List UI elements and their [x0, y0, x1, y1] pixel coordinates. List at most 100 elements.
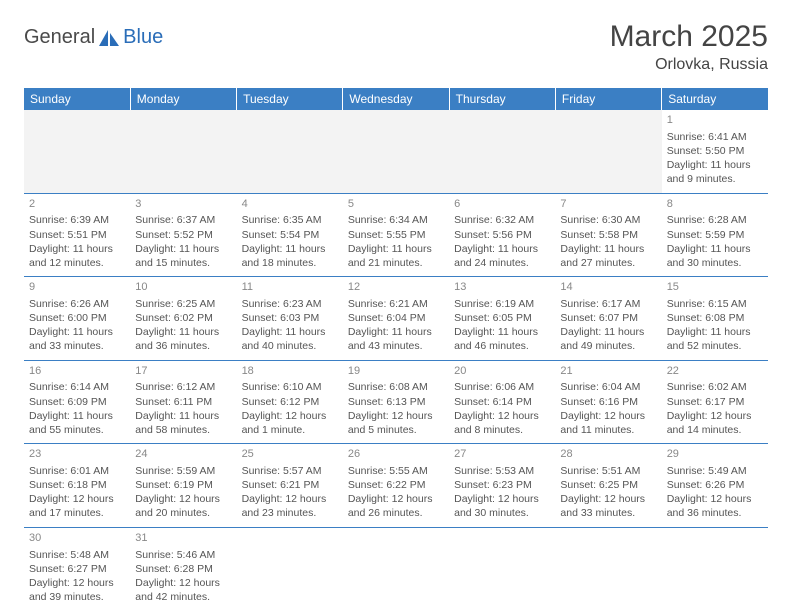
day-number: 30 — [29, 531, 125, 546]
calendar-head: SundayMondayTuesdayWednesdayThursdayFrid… — [24, 88, 768, 110]
calendar-cell: 3Sunrise: 6:37 AMSunset: 5:52 PMDaylight… — [130, 193, 236, 277]
day-number: 3 — [135, 197, 231, 212]
calendar-row: 30Sunrise: 5:48 AMSunset: 6:27 PMDayligh… — [24, 527, 768, 610]
sunrise-line: Sunrise: 6:34 AM — [348, 213, 444, 227]
calendar-row: 16Sunrise: 6:14 AMSunset: 6:09 PM Dayligh… — [24, 360, 768, 444]
day-number: 16 — [29, 364, 125, 379]
sunset-line: Sunset: 5:59 PM — [667, 228, 763, 242]
daylight-line: Daylight: 11 hours and 36 minutes. — [135, 325, 231, 353]
daylight-line: Daylight: 12 hours and 30 minutes. — [454, 492, 550, 520]
day-number: 31 — [135, 531, 231, 546]
calendar-cell: 12Sunrise: 6:21 AMSunset: 6:04 PMDayligh… — [343, 277, 449, 361]
sunrise-line: Sunrise: 6:01 AM — [29, 464, 125, 478]
daylight-line: Daylight: 11 hours and 27 minutes. — [560, 242, 656, 270]
daylight-line: Daylight: 12 hours and 39 minutes. — [29, 576, 125, 604]
daylight-line: Daylight: 11 hours and 30 minutes. — [667, 242, 763, 270]
weekday-header: Tuesday — [237, 88, 343, 110]
calendar-cell: 9Sunrise: 6:26 AMSunset: 6:00 PMDaylight… — [24, 277, 130, 361]
sunset-line: Sunset: 6:21 PM — [242, 478, 338, 492]
sunset-line: Sunset: 6:09 PM — [29, 395, 125, 409]
sunset-line: Sunset: 6:26 PM — [667, 478, 763, 492]
daylight-line: Daylight: 11 hours and 40 minutes. — [242, 325, 338, 353]
calendar-cell: 4Sunrise: 6:35 AMSunset: 5:54 PMDaylight… — [237, 193, 343, 277]
calendar-cell: 23Sunrise: 6:01 AMSunset: 6:18 PMDayligh… — [24, 444, 130, 528]
calendar-table: SundayMondayTuesdayWednesdayThursdayFrid… — [24, 88, 768, 610]
sunrise-line: Sunrise: 6:10 AM — [242, 380, 338, 394]
sunrise-line: Sunrise: 6:14 AM — [29, 380, 125, 394]
calendar-cell — [449, 110, 555, 193]
day-number: 21 — [560, 364, 656, 379]
sunrise-line: Sunrise: 5:51 AM — [560, 464, 656, 478]
daylight-line: Daylight: 11 hours and 21 minutes. — [348, 242, 444, 270]
sunset-line: Sunset: 6:02 PM — [135, 311, 231, 325]
day-number: 26 — [348, 447, 444, 462]
calendar-cell — [237, 110, 343, 193]
location: Orlovka, Russia — [610, 56, 768, 74]
weekday-header: Thursday — [449, 88, 555, 110]
logo: General Blue — [24, 26, 163, 49]
sunrise-line: Sunrise: 6:28 AM — [667, 213, 763, 227]
daylight-line: Daylight: 11 hours and 43 minutes. — [348, 325, 444, 353]
calendar-cell — [130, 110, 236, 193]
weekday-header: Saturday — [662, 88, 768, 110]
daylight-line: Daylight: 11 hours and 18 minutes. — [242, 242, 338, 270]
sunrise-line: Sunrise: 6:08 AM — [348, 380, 444, 394]
weekday-header: Friday — [555, 88, 661, 110]
daylight-line: Daylight: 12 hours and 36 minutes. — [667, 492, 763, 520]
sunset-line: Sunset: 6:00 PM — [29, 311, 125, 325]
logo-sail-icon — [99, 30, 119, 46]
daylight-line: Daylight: 11 hours and 12 minutes. — [29, 242, 125, 270]
day-number: 19 — [348, 364, 444, 379]
calendar-row: 23 Sunrise: 6:01 AMSunset: 6:18 PM Dayligh… — [24, 444, 768, 528]
day-number: 24 — [135, 447, 231, 462]
sunrise-line: Sunrise: 6:21 AM — [348, 297, 444, 311]
sunrise-line: Sunrise: 6:06 AM — [454, 380, 550, 394]
calendar-cell: 8Sunrise: 6:28 AMSunset: 5:59 PMDaylight… — [662, 193, 768, 277]
day-number: 1 — [667, 113, 763, 128]
calendar-cell — [24, 110, 130, 193]
sunset-line: Sunset: 6:12 PM — [242, 395, 338, 409]
sunrise-line: Sunrise: 5:46 AM — [135, 548, 231, 562]
calendar-cell — [343, 527, 449, 610]
day-number: 15 — [667, 280, 763, 295]
sunrise-line: Sunrise: 6:39 AM — [29, 213, 125, 227]
day-number: 5 — [348, 197, 444, 212]
calendar-cell: 14Sunrise: 6:17 AMSunset: 6:07 PMDayligh… — [555, 277, 661, 361]
calendar-cell: 15Sunrise: 6:15 AMSunset: 6:08 PMDayligh… — [662, 277, 768, 361]
daylight-line: Daylight: 12 hours and 26 minutes. — [348, 492, 444, 520]
calendar-row: 2Sunrise: 6:39 AMSunset: 5:51 PMDaylight… — [24, 193, 768, 277]
calendar-cell: 5Sunrise: 6:34 AMSunset: 5:55 PMDaylight… — [343, 193, 449, 277]
calendar-cell: 2Sunrise: 6:39 AMSunset: 5:51 PMDaylight… — [24, 193, 130, 277]
sunset-line: Sunset: 6:07 PM — [560, 311, 656, 325]
daylight-line: Daylight: 12 hours and 1 minute. — [242, 409, 338, 437]
calendar-cell: 17Sunrise: 6:12 AMSunset: 6:11 PMDayligh… — [130, 360, 236, 444]
day-number: 27 — [454, 447, 550, 462]
sunset-line: Sunset: 6:19 PM — [135, 478, 231, 492]
day-number: 8 — [667, 197, 763, 212]
month-title: March 2025 — [610, 20, 768, 54]
sunrise-line: Sunrise: 6:35 AM — [242, 213, 338, 227]
daylight-line: Daylight: 11 hours and 33 minutes. — [29, 325, 125, 353]
sunset-line: Sunset: 6:14 PM — [454, 395, 550, 409]
sunset-line: Sunset: 5:52 PM — [135, 228, 231, 242]
calendar-cell — [662, 527, 768, 610]
calendar-cell: 24Sunrise: 5:59 AMSunset: 6:19 PMDayligh… — [130, 444, 236, 528]
sunrise-line: Sunrise: 6:19 AM — [454, 297, 550, 311]
sunset-line: Sunset: 6:25 PM — [560, 478, 656, 492]
calendar-cell: 6Sunrise: 6:32 AMSunset: 5:56 PMDaylight… — [449, 193, 555, 277]
day-number: 7 — [560, 197, 656, 212]
calendar-cell — [237, 527, 343, 610]
sunrise-line: Sunrise: 5:57 AM — [242, 464, 338, 478]
sunrise-line: Sunrise: 6:17 AM — [560, 297, 656, 311]
sunset-line: Sunset: 6:17 PM — [667, 395, 763, 409]
day-number: 23 — [29, 447, 125, 462]
sunset-line: Sunset: 5:50 PM — [667, 144, 763, 158]
sunrise-line: Sunrise: 6:04 AM — [560, 380, 656, 394]
sunset-line: Sunset: 6:03 PM — [242, 311, 338, 325]
calendar-cell: 1Sunrise: 6:41 AMSunset: 5:50 PMDaylight… — [662, 110, 768, 193]
sunset-line: Sunset: 6:18 PM — [29, 478, 125, 492]
sunrise-line: Sunrise: 5:48 AM — [29, 548, 125, 562]
daylight-line: Daylight: 11 hours and 15 minutes. — [135, 242, 231, 270]
sunrise-line: Sunrise: 6:37 AM — [135, 213, 231, 227]
calendar-body: 1Sunrise: 6:41 AMSunset: 5:50 PMDaylight… — [24, 110, 768, 610]
